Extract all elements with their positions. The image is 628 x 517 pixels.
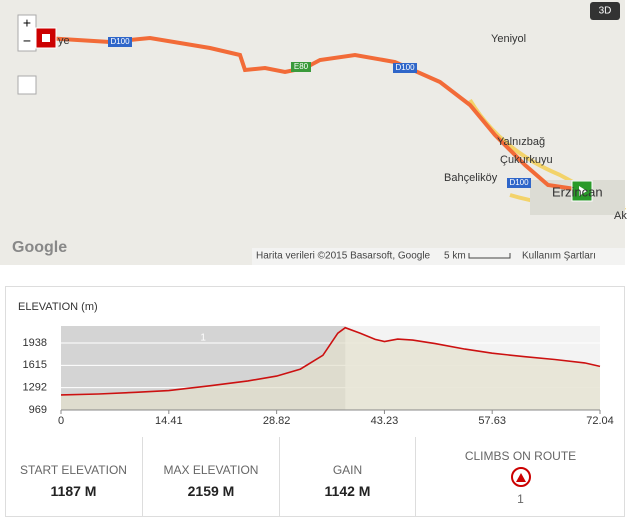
attribution: Harita verileri ©2015 Basarsoft, Google	[256, 251, 431, 262]
x-tick-label: 0	[58, 415, 64, 427]
place: Çukurkuyu	[500, 154, 553, 166]
place: Ak	[614, 210, 627, 222]
y-tick-label: 1938	[23, 337, 47, 349]
stat: GAIN 1142 M	[280, 437, 416, 517]
end-marker-icon	[42, 34, 50, 42]
place: ye	[58, 35, 70, 47]
zoom-out[interactable]: −	[23, 33, 31, 49]
place: Erzincan	[552, 184, 603, 199]
stat-value: 1187 M	[50, 483, 97, 499]
logo: Google	[12, 239, 67, 256]
road-label: E80	[294, 62, 309, 71]
climb-icon	[510, 467, 531, 487]
chart-title: ELEVATION (m)	[18, 301, 98, 313]
terms[interactable]: Kullanım Şartları	[522, 251, 596, 262]
map[interactable]: + − 3D Yeniyol Yalnızbağ Çukurkuyu Bahçe…	[0, 0, 628, 265]
stat: MAX ELEVATION 2159 M	[143, 437, 280, 517]
road-label: D100	[110, 37, 130, 46]
y-tick-label: 1615	[23, 359, 47, 371]
x-tick-label: 28.82	[263, 415, 291, 427]
x-tick-label: 57.63	[478, 415, 506, 427]
climbs-label: CLIMBS ON ROUTE	[464, 449, 577, 463]
fullscreen[interactable]	[17, 75, 37, 95]
y-tick-label: 969	[29, 404, 47, 416]
scale: 5 km	[444, 251, 466, 262]
place: Bahçeliköy	[444, 172, 498, 184]
3d-label[interactable]: 3D	[599, 6, 612, 17]
elevation-area	[61, 327, 600, 410]
attribution-bar	[252, 248, 625, 265]
zoom-in[interactable]: +	[23, 15, 31, 31]
stat-label: START ELEVATION	[20, 463, 127, 477]
scale-bar	[468, 253, 511, 259]
elevation-line	[60, 326, 601, 396]
place: Yalnızbağ	[497, 136, 545, 148]
road-labels: D100 E80 D100 D100	[108, 37, 531, 188]
road-label: D100	[509, 178, 529, 187]
road-label: D100	[395, 63, 415, 72]
map-bg	[0, 0, 625, 265]
stat: START ELEVATION 1187 M	[5, 437, 143, 517]
place: Yeniyol	[491, 33, 526, 45]
climbs-count: 1	[517, 492, 524, 506]
stat-value: 2159 M	[187, 483, 235, 499]
start-marker-icon	[579, 186, 587, 196]
3d-button[interactable]	[590, 2, 620, 20]
stat-value: 1142 M	[324, 483, 371, 499]
y-tick-label: 1292	[23, 382, 47, 394]
climb-label: 1	[200, 333, 206, 344]
x-tick-label: 14.41	[155, 415, 183, 427]
stat-label: MAX ELEVATION	[163, 463, 259, 477]
x-tick-label: 43.23	[371, 415, 399, 427]
elevation-chart: ELEVATION (m) 1 969 1292 1615 1938 0 14.41 28.8…	[18, 301, 614, 427]
route	[44, 35, 583, 192]
x-tick-label: 72.04	[586, 415, 614, 427]
stat-label: GAIN	[332, 463, 363, 477]
climbs: CLIMBS ON ROUTE 1	[416, 437, 625, 517]
